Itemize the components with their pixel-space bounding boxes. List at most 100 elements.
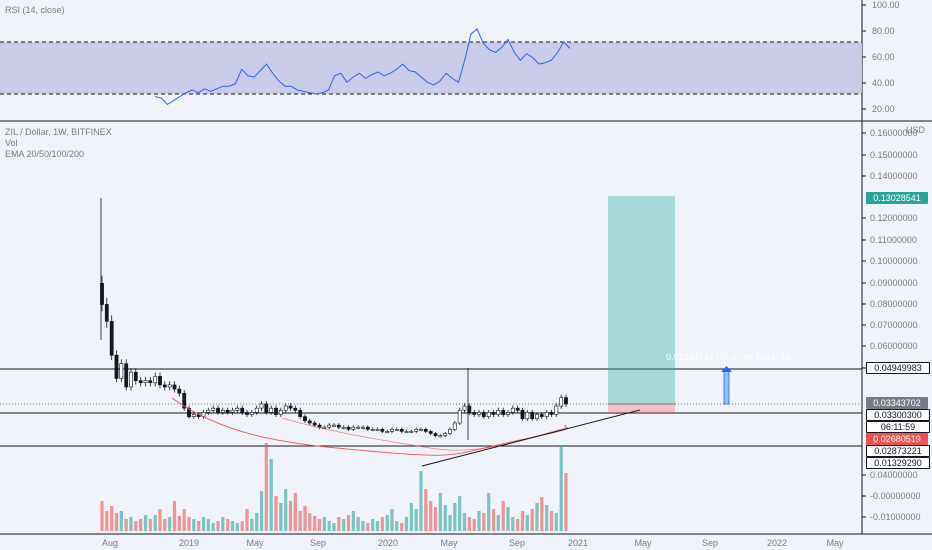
candle [544, 412, 549, 417]
volume-bar [172, 501, 177, 531]
candle [317, 424, 322, 428]
candle [124, 363, 129, 388]
volume-bar [564, 473, 568, 531]
candle [477, 412, 481, 415]
main-legend-ema[interactable]: EMA 20/50/100/200 [5, 149, 85, 159]
volume-bar [337, 517, 341, 531]
candle [230, 409, 235, 413]
candle [452, 422, 457, 430]
candle [100, 282, 104, 305]
volume-bar [443, 505, 447, 531]
candle [327, 424, 332, 428]
volume-bar [400, 523, 404, 531]
candle [220, 409, 225, 413]
candle [535, 414, 539, 419]
candle [506, 412, 510, 415]
candle [158, 376, 162, 386]
ema-20-line [171, 397, 568, 456]
volume-bar [235, 523, 239, 531]
volume-bar [419, 471, 423, 531]
candle [462, 405, 467, 411]
volume-bar [371, 519, 375, 531]
candle [375, 428, 380, 431]
volume-bar [395, 521, 399, 531]
volume-bar [148, 519, 152, 531]
price-tick-label: -0.00000000 [870, 491, 921, 501]
candle [549, 412, 554, 415]
volume-bar [269, 459, 273, 531]
volume-bar [540, 497, 544, 531]
main-legend-volume[interactable]: Vol [5, 138, 18, 148]
volume-bar [168, 517, 172, 531]
volume-bar [501, 501, 505, 531]
candle [385, 431, 390, 433]
volume-bar [100, 501, 104, 531]
volume-bar [458, 496, 462, 531]
volume-bar [250, 519, 254, 531]
volume-bar [177, 516, 181, 531]
volume-bar [404, 517, 409, 531]
candle [283, 405, 288, 411]
candle [428, 431, 433, 434]
candle [438, 435, 443, 438]
candle [443, 433, 448, 437]
candle [433, 433, 438, 437]
volume-bar [433, 507, 438, 531]
candle [303, 416, 307, 422]
volume-bar [487, 493, 491, 531]
candle [307, 420, 312, 424]
volume-bar [342, 519, 346, 531]
candle [216, 407, 220, 413]
volume-bar [259, 491, 264, 531]
time-axis-label: 2022 [767, 538, 787, 548]
volume-bar [288, 501, 293, 531]
volume-bar [462, 513, 467, 531]
volume-bar [134, 521, 138, 531]
candle [380, 428, 385, 432]
volume-bar [467, 517, 471, 531]
volume-bar [163, 519, 167, 531]
volume-bar [114, 513, 119, 531]
candle [274, 407, 278, 415]
candle [249, 412, 254, 415]
volume-bar [554, 513, 558, 531]
main-legend-symbol[interactable]: ZIL / Dollar, 1W, BITFINEX [5, 127, 112, 137]
volume-bar [559, 446, 563, 531]
volume-bar [143, 515, 148, 531]
volume-bar [346, 515, 351, 531]
candle [182, 392, 187, 409]
time-axis-label: Sep [310, 538, 326, 548]
volume-bar [545, 505, 549, 531]
projection-arrow-head [721, 366, 732, 372]
candle [351, 426, 356, 430]
price-tick-label: 0.06000000 [870, 341, 918, 351]
volume-bar [197, 521, 201, 531]
candle [187, 407, 191, 418]
volume-bar [264, 443, 268, 531]
volume-bar [201, 517, 206, 531]
volume-bar [375, 521, 380, 531]
volume-bar [525, 515, 529, 531]
volume-bar [477, 511, 481, 531]
volume-bar [279, 503, 283, 531]
volume-bar [206, 519, 210, 531]
volume-bar [216, 521, 220, 531]
ema-50-line [281, 417, 567, 451]
volume-bar [255, 513, 259, 531]
volume-bar [448, 515, 452, 531]
candle [148, 380, 153, 384]
candle [269, 407, 274, 413]
candle [153, 376, 158, 384]
candle [530, 412, 535, 420]
candle [104, 304, 109, 322]
volume-bar [385, 515, 389, 531]
volume-bar [192, 519, 196, 531]
candle [491, 412, 496, 415]
rsi-tick-label: 100.00 [872, 0, 900, 10]
time-axis-label: May [246, 538, 264, 548]
currency-label: USD [906, 125, 926, 135]
volume-bar [129, 517, 133, 531]
candle [235, 407, 240, 411]
volume-bar [511, 517, 515, 531]
candle [515, 407, 520, 411]
